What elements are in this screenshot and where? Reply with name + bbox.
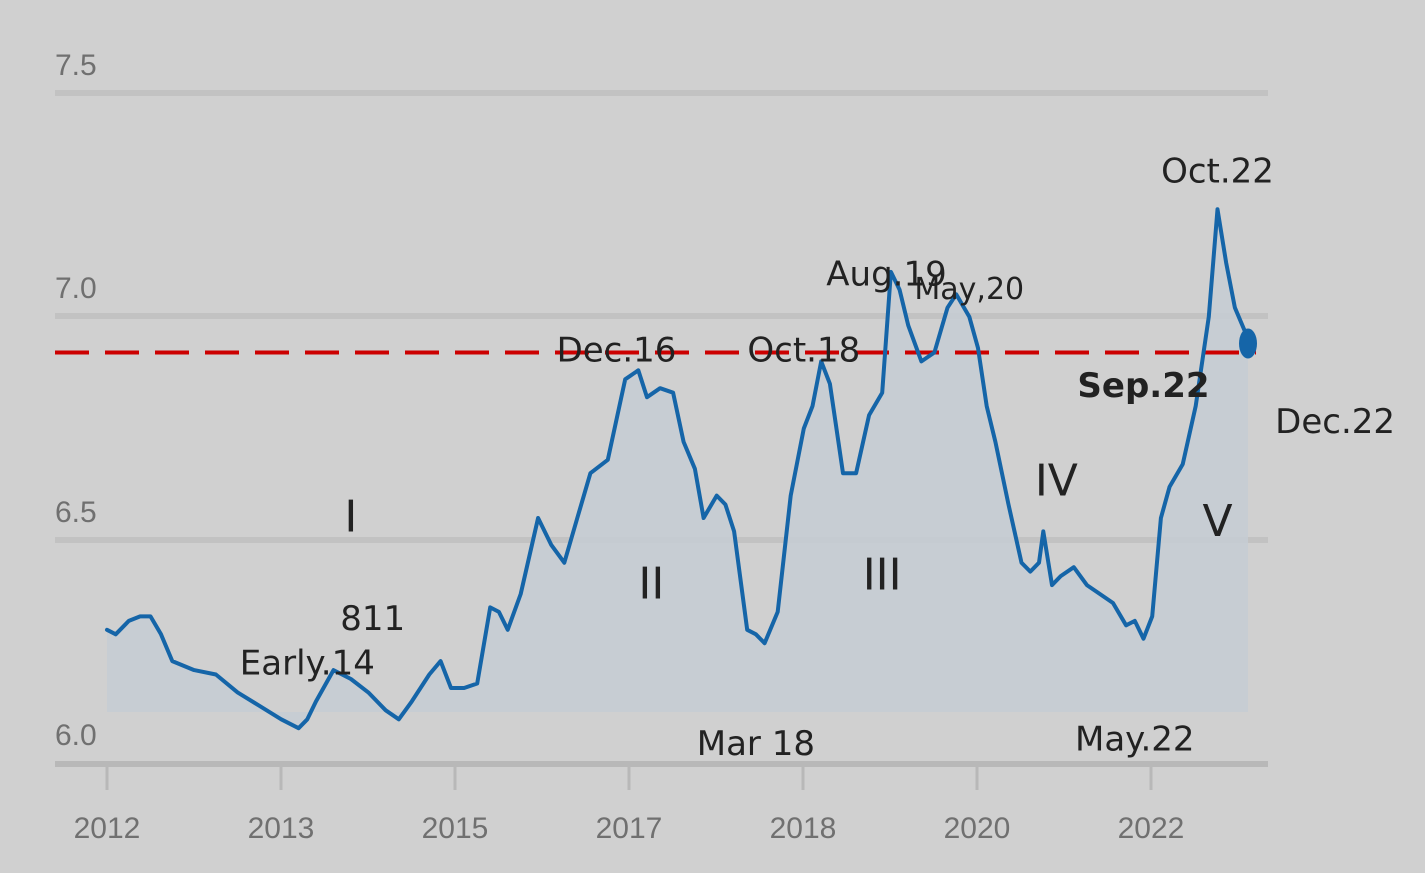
annotation-label: Dec.16 <box>557 330 677 370</box>
y-axis: 7.5 7.0 6.5 6.0 <box>55 49 97 752</box>
y-tick-label: 7.0 <box>55 272 97 305</box>
annotation-label: Aug.19 <box>826 254 946 294</box>
phase-label: IV <box>1035 456 1078 507</box>
annotation-label: Sep.22 <box>1077 366 1209 406</box>
annotation-label: Dec.22 <box>1275 402 1395 442</box>
y-tick-label: 6.5 <box>55 496 97 529</box>
annotations: Early.14 811 Dec.16 Mar 18 Oct.18 Aug.19… <box>240 151 1395 764</box>
phase-label: V <box>1202 496 1232 547</box>
x-axis: 2012 2013 2015 2017 2018 2020 2022 <box>74 766 1185 845</box>
series-line <box>105 207 1250 731</box>
x-tick-label: 2013 <box>248 812 315 845</box>
annotation-label: 811 <box>340 599 405 639</box>
phase-labels: I II III IV V <box>344 456 1232 610</box>
series-area <box>107 209 1248 729</box>
x-tick-label: 2012 <box>74 812 141 845</box>
x-tick-label: 2018 <box>770 812 837 845</box>
annotation-label: Mar 18 <box>697 724 815 764</box>
x-tick-label: 2020 <box>944 812 1011 845</box>
annotation-label: May.22 <box>1075 720 1195 760</box>
y-tick-label: 7.5 <box>55 49 97 82</box>
annotation-label: Early.14 <box>240 644 375 684</box>
phase-label: II <box>638 558 664 609</box>
x-tick-label: 2022 <box>1118 812 1185 845</box>
annotation-label: Oct.18 <box>747 330 860 370</box>
phase-label: I <box>344 491 357 542</box>
phase-label: III <box>863 550 902 601</box>
series-endpoint-marker <box>1239 328 1257 359</box>
x-tick-label: 2017 <box>596 812 663 845</box>
y-tick-label: 6.0 <box>55 719 97 752</box>
x-tick-label: 2015 <box>422 812 489 845</box>
annotation-label: Oct.22 <box>1161 151 1274 191</box>
annotation-label: May,20 <box>914 272 1024 307</box>
